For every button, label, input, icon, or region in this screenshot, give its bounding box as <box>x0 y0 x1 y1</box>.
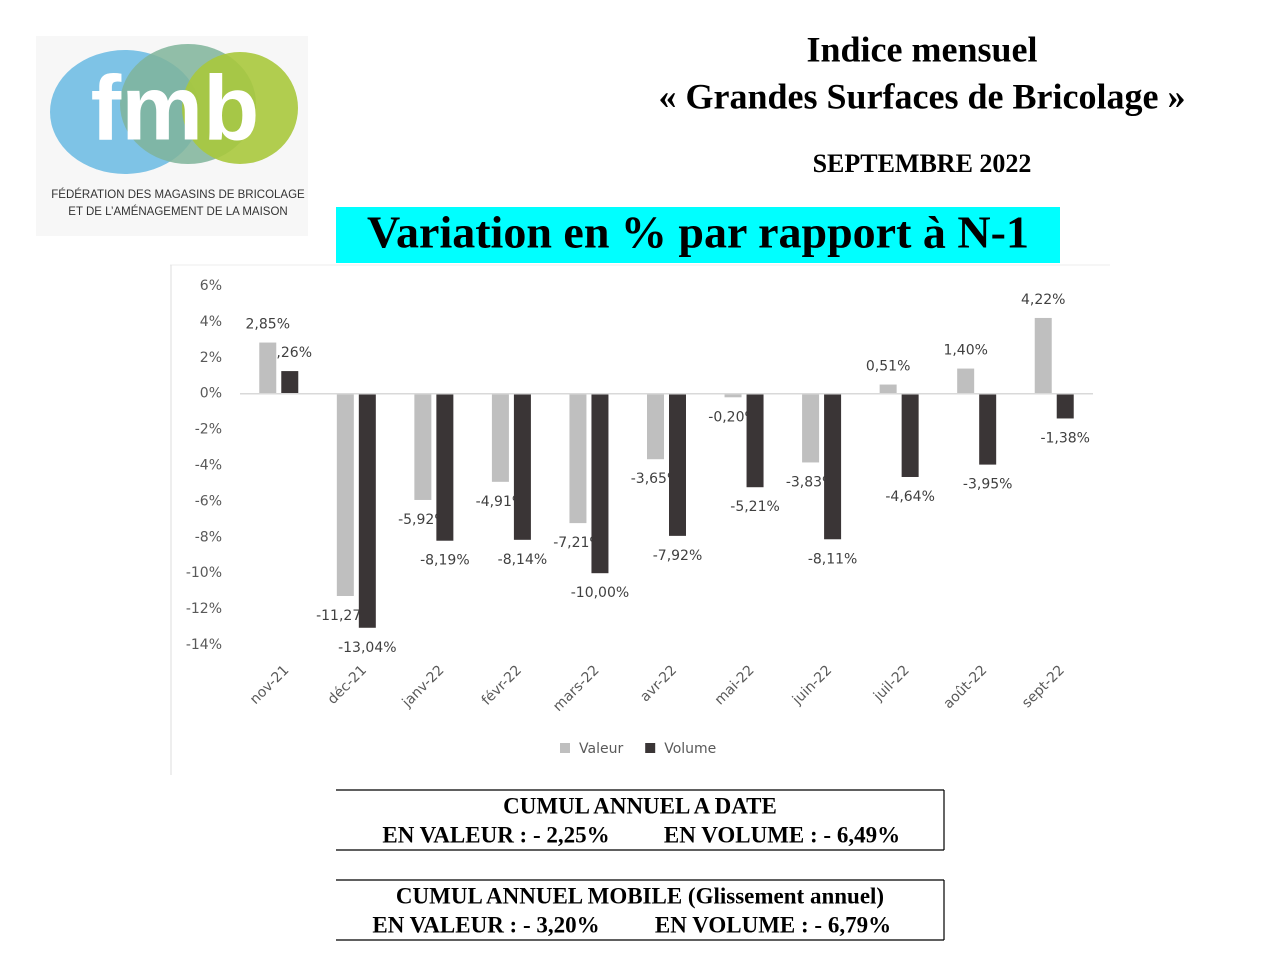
bar <box>259 342 277 394</box>
x-tick-label: nov-21 <box>247 662 292 707</box>
x-tick-label: mars-22 <box>550 662 602 714</box>
bar <box>957 368 975 394</box>
y-tick-label: -6% <box>195 493 222 509</box>
data-label: -8,14% <box>498 552 548 568</box>
bar <box>513 393 531 540</box>
x-tick-label: mai-22 <box>712 662 758 708</box>
data-label: 0,51% <box>866 359 910 375</box>
y-tick-label: 6% <box>200 278 222 294</box>
y-tick-label: 2% <box>200 350 222 366</box>
title-highlight <box>336 207 1060 263</box>
data-label: 4,22% <box>1021 292 1065 308</box>
title: Indice mensuel <box>806 29 1037 69</box>
bar <box>491 393 509 482</box>
bar <box>1034 317 1052 394</box>
data-label: -0,20% <box>708 409 758 425</box>
title: « Grandes Surfaces de Bricolage » <box>659 76 1186 116</box>
data-label: -8,19% <box>420 553 470 569</box>
bar <box>281 371 299 394</box>
logo-mark: fmb <box>91 57 260 159</box>
bar <box>591 393 609 574</box>
data-label: -1,38% <box>1040 430 1090 446</box>
bar <box>746 393 764 488</box>
chart-title: Variation en % par rapport à N-1 <box>367 207 1029 258</box>
bar <box>1056 393 1074 419</box>
y-tick-label: -2% <box>195 422 222 438</box>
box-value: EN VOLUME : - 6,79% <box>655 912 891 937</box>
x-tick-label: juin-22 <box>789 662 835 708</box>
box-value: EN VALEUR : - 3,20% <box>372 912 599 937</box>
y-tick-label: 4% <box>200 314 222 330</box>
y-tick-label: 0% <box>200 386 222 402</box>
data-label: 1,26% <box>268 345 312 361</box>
x-tick-label: avr-22 <box>637 662 680 705</box>
y-tick-label: -8% <box>195 529 222 545</box>
x-tick-label: févr-22 <box>479 662 525 708</box>
legend-swatch <box>645 743 656 753</box>
data-label: -5,92% <box>398 512 448 528</box>
box-value: EN VALEUR : - 2,25% <box>382 822 609 847</box>
data-label: 2,85% <box>246 317 290 333</box>
y-tick-label: -10% <box>186 565 222 581</box>
x-tick-label: sept-22 <box>1019 662 1068 711</box>
bar <box>436 393 454 541</box>
bar <box>724 393 742 398</box>
legend-label: Valeur <box>579 741 623 757</box>
box-title: CUMUL ANNUEL A DATE <box>503 793 777 818</box>
x-tick-label: août-22 <box>941 662 991 712</box>
bar <box>979 393 997 465</box>
bar <box>647 393 664 460</box>
chart: 6%4%2%0%-2%-4%-6%-8%-10%-12%-14%2,85%-11… <box>186 278 1093 757</box>
bar <box>824 393 842 540</box>
x-tick-label: janv-22 <box>399 662 448 711</box>
legend-label: Volume <box>664 741 716 757</box>
data-label: -4,64% <box>885 489 935 505</box>
cumul-box <box>336 789 945 941</box>
logo-text: ET DE L’AMÉNAGEMENT DE LA MAISON <box>68 205 287 218</box>
data-label: -7,92% <box>653 548 703 564</box>
period: SEPTEMBRE 2022 <box>813 149 1032 178</box>
y-tick-label: -14% <box>186 637 222 653</box>
box-value: EN VOLUME : - 6,49% <box>664 822 900 847</box>
bar <box>414 393 432 500</box>
bar <box>879 384 897 394</box>
x-tick-label: déc-21 <box>325 662 370 707</box>
data-label: -7,21% <box>553 535 603 551</box>
data-label: -3,95% <box>963 477 1013 493</box>
logo-text: FÉDÉRATION DES MAGASINS DE BRICOLAGE <box>51 188 305 201</box>
data-label: -8,11% <box>808 551 858 567</box>
bar <box>336 393 354 596</box>
data-label: 1,40% <box>943 343 987 359</box>
x-tick-label: juil-22 <box>870 662 913 705</box>
bar <box>569 393 587 524</box>
data-label: -5,21% <box>730 499 780 515</box>
bar <box>802 393 820 463</box>
y-tick-label: -12% <box>186 601 222 617</box>
box-title: CUMUL ANNUEL MOBILE (Glissement annuel) <box>396 883 884 908</box>
y-tick-label: -4% <box>195 458 222 474</box>
data-label: -3,83% <box>786 474 836 490</box>
data-label: -4,91% <box>476 494 526 510</box>
data-label: -3,65% <box>631 471 681 487</box>
legend-swatch <box>560 743 570 753</box>
data-label: -13,04% <box>338 640 396 656</box>
logo-blob <box>182 52 298 164</box>
logo: fmb FÉDÉRATION DES MAGASINS DE BRICOLAGE… <box>36 36 308 236</box>
bar <box>901 393 919 477</box>
data-label: -10,00% <box>571 585 629 601</box>
bar <box>358 393 376 628</box>
bar <box>669 393 686 536</box>
